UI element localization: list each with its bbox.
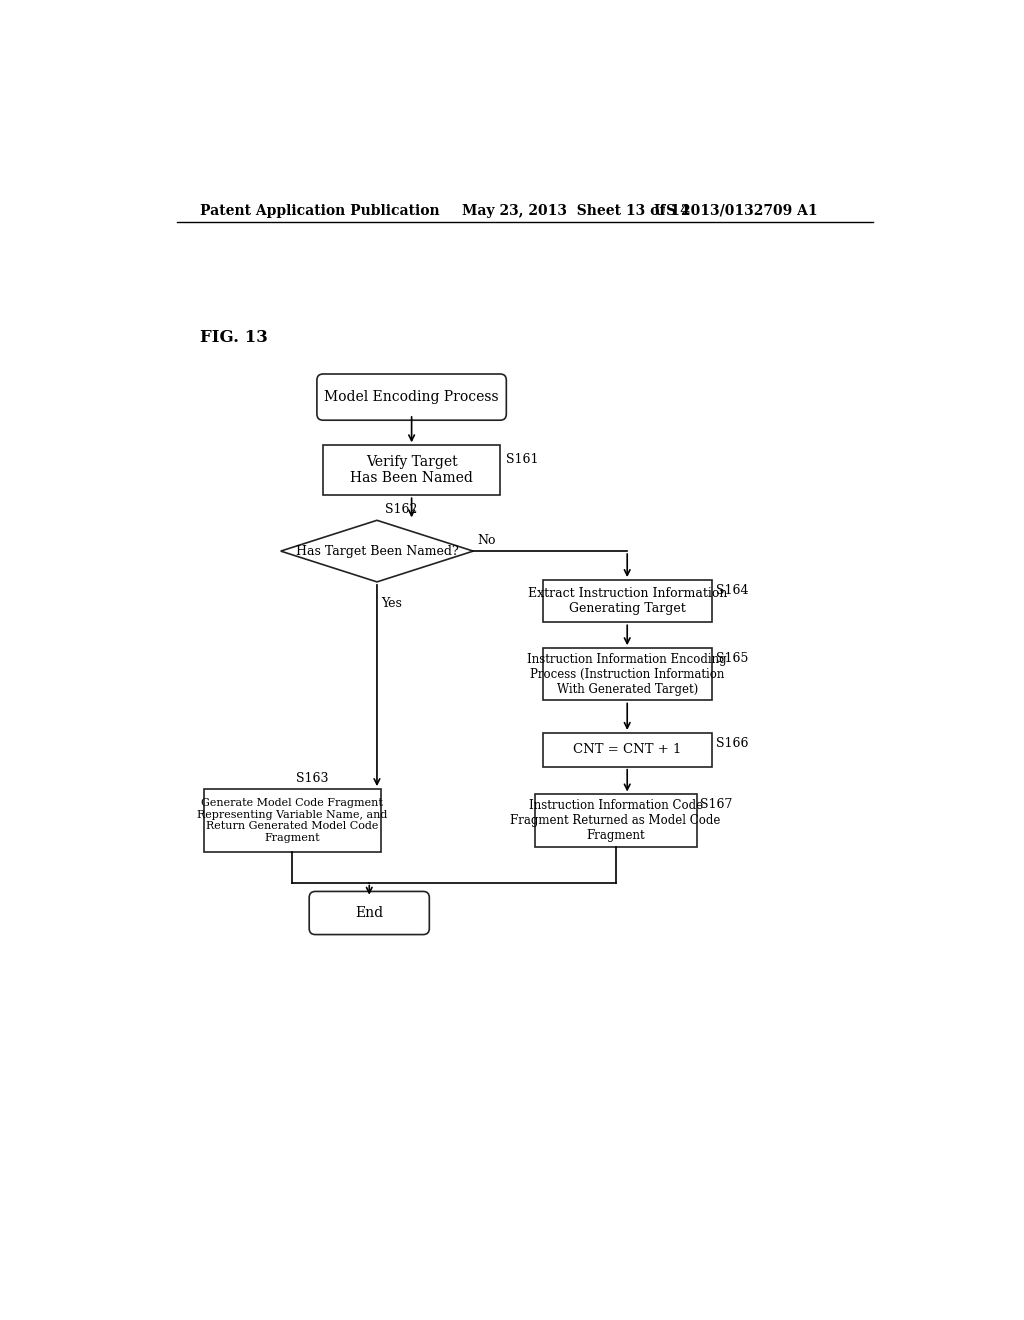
Text: Extract Instruction Information
Generating Target: Extract Instruction Information Generati… — [527, 587, 727, 615]
Text: S161: S161 — [506, 453, 539, 466]
Text: S164: S164 — [716, 583, 749, 597]
Bar — [543, 648, 712, 701]
Text: S166: S166 — [716, 737, 749, 750]
Text: No: No — [477, 535, 496, 548]
Polygon shape — [281, 520, 473, 582]
Bar — [204, 789, 381, 853]
Text: Generate Model Code Fragment
Representing Variable Name, and
Return Generated Mo: Generate Model Code Fragment Representin… — [197, 799, 387, 843]
Bar — [543, 733, 712, 767]
Text: US 2013/0132709 A1: US 2013/0132709 A1 — [654, 203, 818, 218]
Text: Verify Target
Has Been Named: Verify Target Has Been Named — [350, 455, 473, 486]
Text: End: End — [355, 906, 383, 920]
Text: S163: S163 — [296, 772, 329, 785]
Text: Model Encoding Process: Model Encoding Process — [325, 391, 499, 404]
Text: S162: S162 — [385, 503, 417, 516]
Text: Instruction Information Code
Fragment Returned as Model Code
Fragment: Instruction Information Code Fragment Re… — [511, 799, 721, 842]
Bar — [323, 445, 500, 495]
Text: May 23, 2013  Sheet 13 of 14: May 23, 2013 Sheet 13 of 14 — [462, 203, 689, 218]
FancyBboxPatch shape — [309, 891, 429, 935]
Text: Patent Application Publication: Patent Application Publication — [200, 203, 439, 218]
Text: S165: S165 — [716, 652, 749, 665]
Text: Yes: Yes — [381, 597, 401, 610]
Text: Instruction Information Encoding
Process (Instruction Information
With Generated: Instruction Information Encoding Process… — [527, 653, 727, 696]
FancyBboxPatch shape — [316, 374, 506, 420]
Bar — [543, 579, 712, 622]
Text: Has Target Been Named?: Has Target Been Named? — [296, 545, 459, 557]
Bar — [535, 795, 696, 847]
Text: FIG. 13: FIG. 13 — [200, 329, 267, 346]
Text: CNT = CNT + 1: CNT = CNT + 1 — [573, 743, 681, 756]
Text: S167: S167 — [700, 799, 733, 812]
